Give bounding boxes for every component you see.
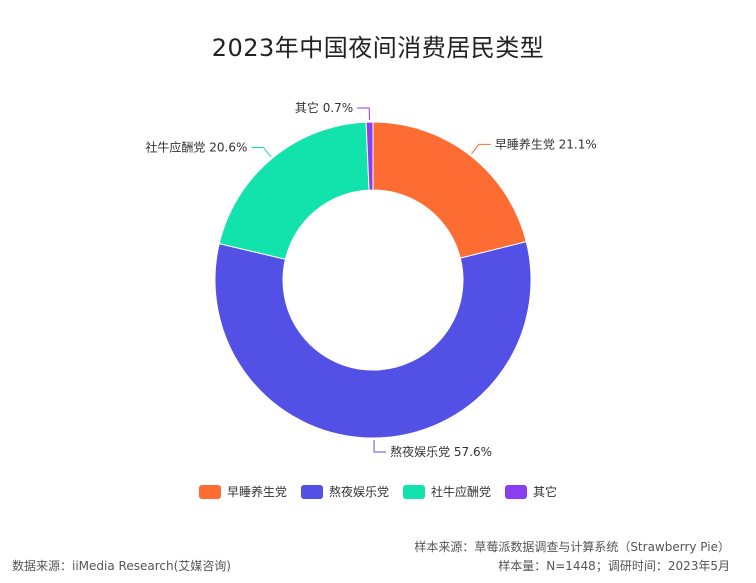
data-label-late-night: 熬夜娱乐党 57.6% [390,444,492,459]
legend-item-late-night[interactable]: 熬夜娱乐党 [300,483,389,500]
legend: 早睡养生党 熬夜娱乐党 社牛应酬党 其它 [0,483,756,500]
data-label-other: 其它 0.7% [295,100,353,115]
legend-label-late-night: 熬夜娱乐党 [328,485,389,499]
legend-label-early-sleep: 早睡养生党 [226,485,287,499]
legend-label-social: 社牛应酬党 [431,485,492,499]
data-source-note: 数据来源：iiMedia Research(艾媒咨询) [12,559,231,573]
legend-swatch-other [505,484,528,499]
legend-swatch-social [403,484,425,499]
legend-item-social[interactable]: 社牛应酬党 [403,483,491,500]
data-label-social: 社牛应酬党 20.6% [145,139,247,154]
legend-item-early-sleep[interactable]: 早睡养生党 [198,483,287,500]
leader-line-early-sleep [471,143,491,155]
data-label-early-sleep: 早睡养生党 21.1% [495,136,597,151]
leader-line-social [251,146,272,158]
slice-late-night[interactable] [214,241,532,439]
legend-label-other: 其它 [533,485,558,499]
slice-social[interactable] [218,121,370,260]
sample-size-note: 样本量：N=1448；调研时间：2023年5月 [498,559,730,573]
slice-other[interactable] [365,121,374,191]
leader-line-other [357,107,370,121]
legend-swatch-late-night [300,484,323,499]
chart-title: 2023年中国夜间消费居民类型 [211,34,545,62]
legend-swatch-early-sleep [198,484,221,499]
sample-source-note: 样本来源：草莓派数据调查与计算系统（Strawberry Pie） [414,540,730,554]
leader-line-late-night [373,439,387,453]
legend-item-other[interactable]: 其它 [505,483,557,500]
